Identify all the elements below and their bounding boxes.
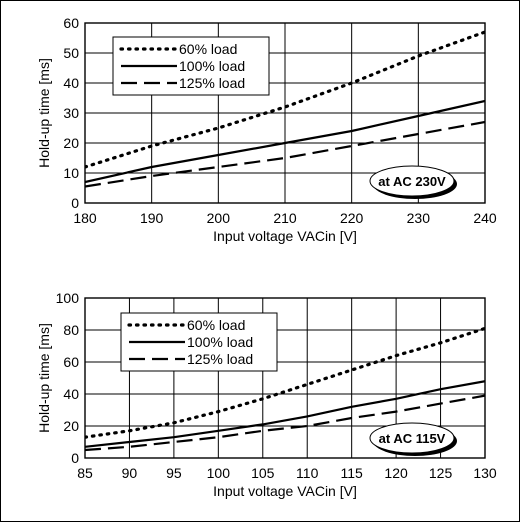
x-tick-labels: 180 190 200 210 220 230 240	[73, 210, 497, 226]
series-line-dashed-2	[85, 394, 485, 452]
y-tick-label: 30	[63, 105, 79, 121]
x-axis-label: Input voltage VACin [V]	[213, 483, 357, 499]
x-tick-label: 180	[73, 210, 97, 226]
y-tick-label: 40	[63, 75, 79, 91]
y-tick-labels: 0 10 20 30 40 50 60	[63, 15, 79, 211]
legend-label: 60% load	[187, 317, 245, 333]
x-axis-label: Input voltage VACin [V]	[213, 228, 357, 244]
series-lines	[85, 30, 485, 188]
x-tick-label: 200	[207, 210, 231, 226]
x-tick-label: 100	[207, 465, 231, 481]
x-tick-label: 230	[407, 210, 431, 226]
y-tick-label: 20	[63, 135, 79, 151]
y-tick-labels: 0 20 40 60 80 100	[56, 290, 80, 466]
legend-label: 125% load	[179, 75, 245, 91]
legend-label: 60% load	[179, 41, 237, 57]
x-tick-labels: 85 90 95 100 105 110 115 120 125 130	[77, 465, 497, 481]
series-line-solid-1	[85, 380, 485, 448]
x-tick-label: 110	[296, 465, 319, 481]
series-line-dotted-0	[85, 326, 485, 439]
series-line-dotted-0	[85, 30, 485, 169]
annotation-ellipse	[369, 422, 455, 454]
legend-label: 125% load	[187, 351, 253, 367]
annotation-text: at AC 230V	[378, 174, 446, 189]
series-line-solid-1	[85, 99, 485, 184]
y-tick-label: 50	[63, 45, 79, 61]
y-tick-label: 60	[63, 354, 79, 370]
x-tick-label: 105	[251, 465, 275, 481]
y-tick-label: 40	[63, 386, 79, 402]
legend-label: 100% load	[179, 58, 245, 74]
y-tick-label: 100	[56, 290, 80, 306]
x-tick-label: 95	[166, 465, 182, 481]
series-lines	[85, 326, 485, 452]
legend-label: 100% load	[187, 334, 253, 350]
x-tick-label: 190	[140, 210, 164, 226]
chart-2: 0 20 40 60 80 100 85 90 95 100 105 110 115 120 125 130 I…	[36, 290, 497, 499]
y-tick-label: 0	[71, 450, 79, 466]
annotation-badge: at AC 230V	[369, 165, 457, 199]
plot-border	[84, 22, 486, 204]
y-axis-label: Hold-up time [ms]	[36, 323, 52, 433]
y-tick-label: 20	[63, 418, 79, 434]
x-tick-label: 120	[384, 465, 408, 481]
chart-1: 0 10 20 30 40 50 60 180 190 200 210 220 230 240 Input …	[36, 15, 497, 244]
y-tick-label: 0	[71, 195, 79, 211]
annotation-text: at AC 115V	[379, 431, 446, 446]
x-tick-label: 90	[122, 465, 138, 481]
y-axis-label: Hold-up time [ms]	[36, 58, 52, 168]
series-line-dashed-2	[85, 120, 485, 188]
x-tick-label: 240	[473, 210, 497, 226]
x-tick-label: 220	[340, 210, 364, 226]
plot-border	[84, 297, 486, 459]
x-tick-label: 85	[77, 465, 93, 481]
x-tick-label: 115	[341, 465, 364, 481]
annotation-ellipse	[369, 165, 455, 197]
y-tick-label: 10	[63, 165, 79, 181]
x-tick-label: 210	[273, 210, 297, 226]
annotation-badge: at AC 115V	[369, 422, 457, 456]
y-tick-label: 80	[63, 322, 79, 338]
x-tick-label: 130	[473, 465, 497, 481]
y-tick-label: 60	[63, 15, 79, 31]
x-tick-label: 125	[429, 465, 453, 481]
